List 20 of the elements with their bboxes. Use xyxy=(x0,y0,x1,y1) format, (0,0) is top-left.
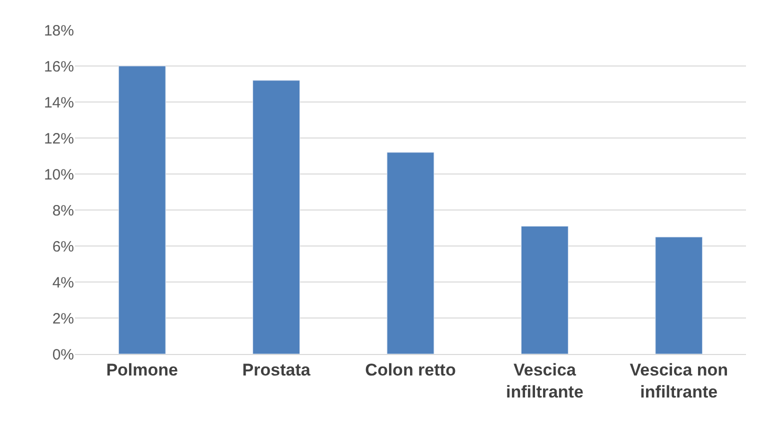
y-tick-label: 8% xyxy=(52,202,74,220)
y-tick-label: 14% xyxy=(44,94,74,112)
bar xyxy=(520,226,568,354)
bar xyxy=(655,236,703,354)
x-tick-label: Vescica non infiltrante xyxy=(630,360,728,402)
x-tick-label: Polmone xyxy=(106,360,178,380)
bar xyxy=(252,80,300,354)
x-tick-label: Prostata xyxy=(242,360,311,380)
x-tick-label: Colon retto xyxy=(365,360,456,380)
y-tick-label: 4% xyxy=(52,274,74,292)
y-tick-label: 6% xyxy=(52,238,74,256)
x-tick-label: Vescica infiltrante xyxy=(506,360,584,402)
bar xyxy=(118,66,166,354)
y-tick-label: 18% xyxy=(44,22,74,40)
y-tick-label: 0% xyxy=(52,346,74,364)
y-tick-label: 12% xyxy=(44,130,74,148)
bar xyxy=(386,152,434,354)
y-tick-label: 16% xyxy=(44,58,74,76)
y-tick-label: 2% xyxy=(52,310,74,328)
y-tick-label: 10% xyxy=(44,166,74,184)
